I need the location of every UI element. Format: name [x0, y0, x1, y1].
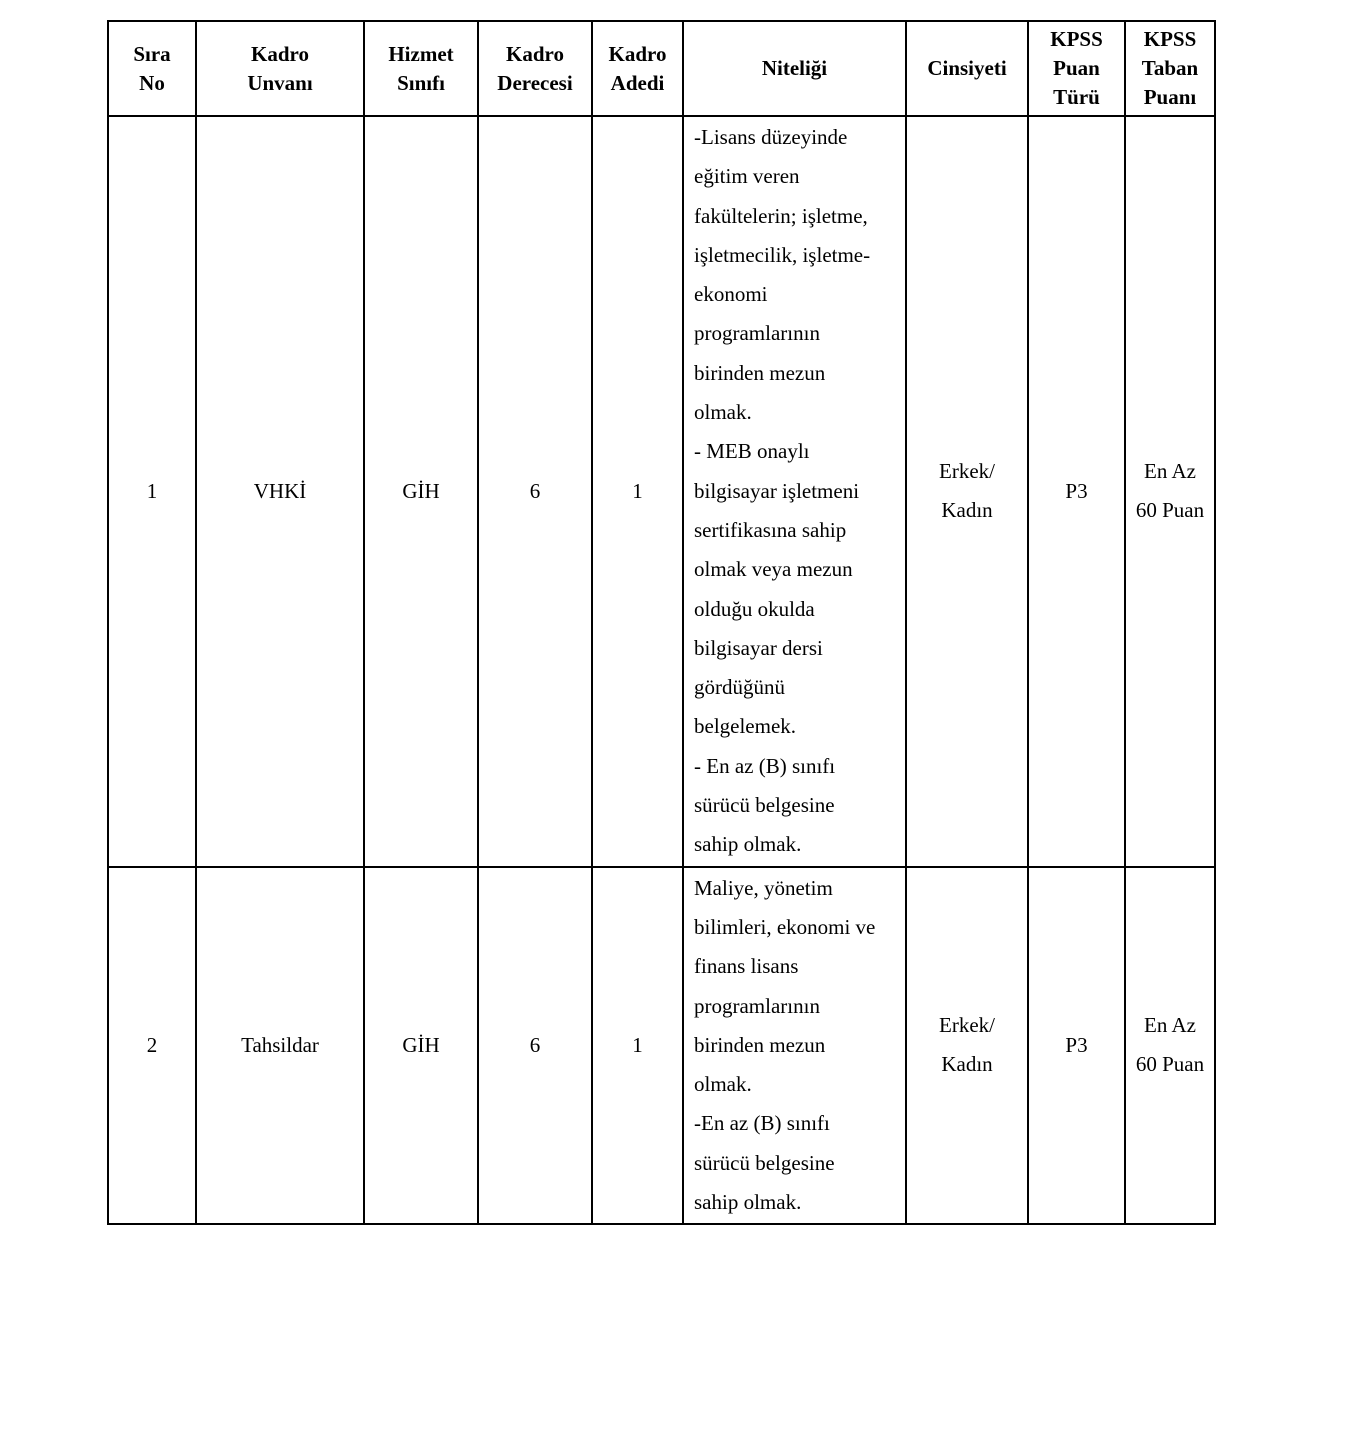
- cell-niteligi: Maliye, yönetim bilimleri, ekonomi ve fi…: [682, 865, 907, 1226]
- cell-kpss-puan-turu: P3: [1027, 865, 1126, 1226]
- job-positions-table: Sıra No Kadro Unvanı Hizmet Sınıfı Kadro…: [107, 20, 1216, 1226]
- cell-kpss-puan-turu: P3: [1027, 115, 1126, 868]
- cell-cinsiyeti: Erkek/ Kadın: [905, 115, 1029, 868]
- column-header-kadro-unvani: Kadro Unvanı: [195, 20, 365, 117]
- column-header-kpss-puan-turu: KPSS Puan Türü: [1027, 20, 1126, 117]
- column-header-kadro-adedi: Kadro Adedi: [591, 20, 684, 117]
- column-header-kadro-derecesi: Kadro Derecesi: [477, 20, 593, 117]
- table-row: 2 Tahsildar GİH 6 1 Maliye, yönetim bili…: [107, 865, 1216, 1226]
- cell-kadro-adedi: 1: [591, 115, 684, 868]
- cell-kadro-derecesi: 6: [477, 865, 593, 1226]
- cell-sira-no: 1: [107, 115, 197, 868]
- cell-sira-no: 2: [107, 865, 197, 1226]
- cell-kadro-unvani: VHKİ: [195, 115, 365, 868]
- cell-kadro-adedi: 1: [591, 865, 684, 1226]
- cell-niteligi: -Lisans düzeyinde eğitim veren fakültele…: [682, 115, 907, 868]
- cell-kadro-derecesi: 6: [477, 115, 593, 868]
- column-header-cinsiyeti: Cinsiyeti: [905, 20, 1029, 117]
- cell-kadro-unvani: Tahsildar: [195, 865, 365, 1226]
- cell-kpss-taban-puani: En Az 60 Puan: [1124, 865, 1216, 1226]
- table-header-row: Sıra No Kadro Unvanı Hizmet Sınıfı Kadro…: [107, 20, 1216, 117]
- column-header-sira-no: Sıra No: [107, 20, 197, 117]
- column-header-kpss-taban-puani: KPSS Taban Puanı: [1124, 20, 1216, 117]
- column-header-hizmet-sinifi: Hizmet Sınıfı: [363, 20, 479, 117]
- cell-hizmet-sinifi: GİH: [363, 865, 479, 1226]
- cell-kpss-taban-puani: En Az 60 Puan: [1124, 115, 1216, 868]
- cell-hizmet-sinifi: GİH: [363, 115, 479, 868]
- cell-cinsiyeti: Erkek/ Kadın: [905, 865, 1029, 1226]
- table-row: 1 VHKİ GİH 6 1 -Lisans düzeyinde eğitim …: [107, 115, 1216, 868]
- column-header-niteligi: Niteliği: [682, 20, 907, 117]
